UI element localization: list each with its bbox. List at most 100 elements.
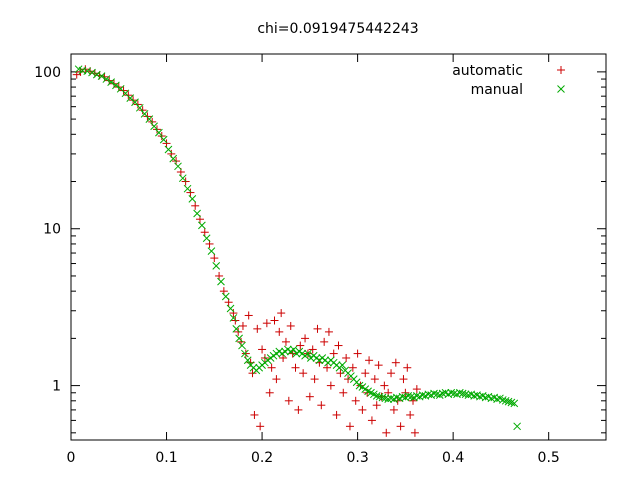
data-point (174, 162, 182, 171)
data-point (339, 388, 348, 397)
legend-marker (557, 66, 565, 74)
data-point (219, 287, 228, 296)
data-point (272, 375, 281, 384)
y-axis: 1 10 100 (34, 65, 606, 434)
data-point (131, 98, 139, 107)
data-point (334, 341, 343, 350)
data-point (332, 410, 341, 419)
data-point (124, 91, 133, 100)
legend-label: manual (471, 82, 523, 98)
plot-frame (70, 53, 607, 441)
data-point (336, 369, 345, 378)
data-point (258, 345, 267, 354)
data-point (498, 396, 507, 404)
data-point (380, 381, 389, 390)
data-point (404, 392, 413, 400)
data-point (217, 277, 225, 286)
data-point (164, 145, 173, 154)
y-tick-label: 100 (34, 65, 61, 81)
data-point (396, 422, 405, 431)
data-point (353, 349, 362, 358)
data-point (145, 115, 154, 123)
data-point (232, 325, 241, 333)
data-point (320, 337, 329, 346)
data-point (284, 396, 293, 405)
data-point (267, 363, 276, 372)
data-point (447, 388, 456, 397)
data-point (301, 334, 310, 343)
data-point (384, 395, 393, 403)
data-point (215, 271, 224, 280)
data-point (387, 369, 396, 378)
data-point (256, 422, 265, 431)
data-point (270, 316, 279, 325)
data-point (299, 369, 308, 378)
data-point (262, 319, 271, 328)
data-point (112, 81, 120, 90)
data-point (412, 385, 421, 394)
data-point (351, 396, 360, 405)
data-point (455, 388, 464, 397)
data-point (162, 139, 171, 148)
data-point (310, 375, 319, 384)
data-point (323, 363, 332, 372)
data-point (410, 428, 419, 437)
data-point (348, 363, 357, 372)
data-point (378, 393, 387, 402)
data-point (229, 314, 238, 322)
data-point (370, 375, 379, 384)
data-point (183, 184, 192, 193)
x-tick-label: 0 (67, 450, 76, 466)
data-point (507, 398, 516, 407)
data-point (286, 321, 295, 330)
data-point (294, 405, 303, 414)
data-point (281, 337, 290, 346)
data-point (92, 70, 101, 79)
data-point (188, 195, 197, 203)
x-tick-label: 0.1 (155, 450, 177, 466)
data-point (501, 396, 510, 405)
data-point (358, 405, 367, 414)
data-series (72, 65, 522, 437)
data-point (367, 416, 376, 425)
data-point (317, 401, 326, 410)
chart-title: chi=0.0919475442243 (257, 21, 418, 37)
data-point (169, 154, 178, 163)
data-point (510, 399, 519, 408)
data-point (210, 254, 219, 263)
data-point (244, 311, 253, 320)
data-point (88, 68, 96, 77)
data-point (191, 201, 200, 210)
series-manual (74, 65, 522, 431)
data-point (461, 390, 470, 399)
data-point (275, 327, 284, 336)
data-point (345, 422, 354, 431)
data-point (326, 381, 335, 390)
data-point (238, 341, 246, 350)
data-point (243, 356, 252, 365)
x-tick-label: 0.2 (251, 450, 273, 466)
data-point (375, 392, 384, 401)
data-point (241, 349, 249, 358)
x-tick-label: 0.5 (538, 450, 560, 466)
data-point (241, 349, 250, 358)
data-point (221, 292, 230, 301)
data-point (235, 334, 243, 343)
data-point (253, 324, 262, 333)
data-point (229, 309, 238, 318)
data-point (324, 327, 333, 336)
data-point (372, 401, 381, 410)
data-point (374, 361, 383, 370)
data-point (403, 363, 412, 372)
series-automatic (72, 65, 421, 437)
data-point (135, 103, 144, 112)
data-point (248, 369, 257, 378)
x-tick-label: 0.4 (442, 450, 464, 466)
data-point (186, 188, 195, 197)
data-point (265, 388, 274, 397)
data-point (389, 405, 398, 414)
legend: automatic manual (452, 63, 565, 98)
data-point (430, 389, 438, 398)
data-point (304, 349, 312, 358)
